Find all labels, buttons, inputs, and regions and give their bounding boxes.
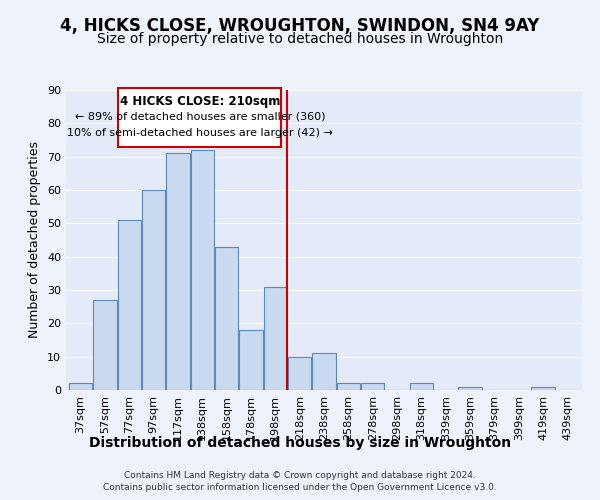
- Bar: [410, 384, 433, 390]
- Text: ← 89% of detached houses are smaller (360): ← 89% of detached houses are smaller (36…: [74, 112, 325, 122]
- Bar: [191, 150, 214, 390]
- Text: Distribution of detached houses by size in Wroughton: Distribution of detached houses by size …: [89, 436, 511, 450]
- Text: Contains HM Land Registry data © Crown copyright and database right 2024.: Contains HM Land Registry data © Crown c…: [124, 472, 476, 480]
- Bar: [264, 286, 287, 390]
- Text: 4 HICKS CLOSE: 210sqm: 4 HICKS CLOSE: 210sqm: [119, 95, 280, 108]
- Bar: [361, 384, 384, 390]
- Bar: [166, 154, 190, 390]
- Text: 10% of semi-detached houses are larger (42) →: 10% of semi-detached houses are larger (…: [67, 128, 333, 138]
- Bar: [94, 300, 116, 390]
- Bar: [215, 246, 238, 390]
- Bar: [313, 354, 335, 390]
- Bar: [118, 220, 141, 390]
- Text: Contains public sector information licensed under the Open Government Licence v3: Contains public sector information licen…: [103, 483, 497, 492]
- Y-axis label: Number of detached properties: Number of detached properties: [28, 142, 41, 338]
- Bar: [69, 384, 92, 390]
- Text: Size of property relative to detached houses in Wroughton: Size of property relative to detached ho…: [97, 32, 503, 46]
- Bar: [288, 356, 311, 390]
- Bar: [458, 386, 482, 390]
- Text: 4, HICKS CLOSE, WROUGHTON, SWINDON, SN4 9AY: 4, HICKS CLOSE, WROUGHTON, SWINDON, SN4 …: [61, 18, 539, 36]
- FancyBboxPatch shape: [118, 88, 281, 146]
- Bar: [532, 386, 554, 390]
- Bar: [142, 190, 165, 390]
- Bar: [239, 330, 263, 390]
- Bar: [337, 384, 360, 390]
